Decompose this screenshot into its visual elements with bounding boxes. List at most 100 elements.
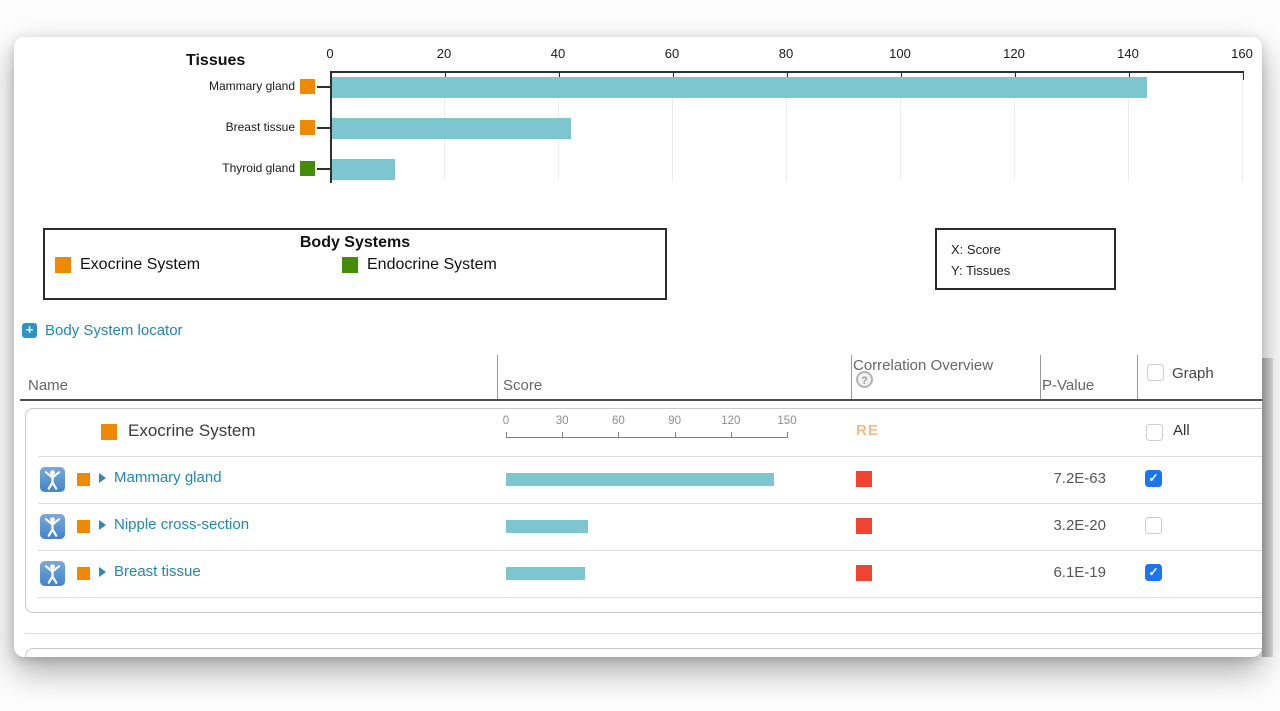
mini-axis-tick xyxy=(562,432,564,438)
gridline xyxy=(1128,73,1129,181)
legend-item: Exocrine System xyxy=(55,256,200,274)
x-axis-tick xyxy=(672,71,674,80)
score-bar xyxy=(506,520,589,533)
mini-axis-tick xyxy=(787,432,788,438)
x-axis-tick xyxy=(786,71,788,80)
chart-category-label: Mammary gland xyxy=(208,79,295,93)
table-row: Mammary gland 7.2E-63 xyxy=(26,456,1262,503)
y-axis-tick xyxy=(317,168,330,170)
axis-info-x: X: Score xyxy=(951,242,1001,257)
legend-swatch xyxy=(55,257,71,273)
body-system-swatch xyxy=(300,79,315,94)
chart-y-axis xyxy=(330,71,332,183)
correlation-swatch xyxy=(856,518,872,534)
x-axis-tick-label: 100 xyxy=(889,46,911,61)
table-row: Nipple cross-section 3.2E-20 xyxy=(26,503,1262,550)
x-axis-tick-label: 80 xyxy=(778,46,794,61)
mini-axis-tick xyxy=(618,432,620,438)
score-bar xyxy=(506,567,585,580)
gridline xyxy=(786,73,787,181)
axis-info-box: X: Score Y: Tissues xyxy=(935,228,1116,290)
exocrine-system-panel: Exocrine System 0 30 60 90 120 150 RE All Mam… xyxy=(25,408,1262,613)
correlation-swatch xyxy=(856,565,872,581)
mini-axis-tick-label: 30 xyxy=(555,415,569,427)
graph-all-checkbox[interactable] xyxy=(1146,424,1163,441)
help-question-icon[interactable]: ? xyxy=(856,371,873,388)
chart-bar xyxy=(332,118,572,139)
correlation-swatch xyxy=(856,471,872,487)
body-system-swatch xyxy=(300,120,315,135)
column-header-name: Name xyxy=(28,377,69,394)
tissue-link[interactable]: Nipple cross-section xyxy=(114,516,250,533)
row-separator xyxy=(38,503,1262,504)
x-axis-tick xyxy=(558,71,560,80)
group-label: Exocrine System xyxy=(128,421,256,440)
column-header-score: Score xyxy=(503,377,543,394)
mini-axis-tick xyxy=(506,432,507,438)
anatomy-person-icon[interactable] xyxy=(40,467,65,492)
body-system-locator-label: Body System locator xyxy=(45,322,183,339)
x-axis-tick xyxy=(1242,71,1244,80)
column-header-graph: Graph xyxy=(1172,365,1214,382)
chart-category-label: Breast tissue xyxy=(225,120,295,134)
x-axis-tick xyxy=(900,71,902,80)
pvalue-cell: 7.2E-63 xyxy=(1053,470,1106,487)
mini-axis-tick xyxy=(674,432,676,438)
body-system-swatch xyxy=(77,473,90,486)
expand-caret-icon[interactable] xyxy=(99,520,106,530)
mini-axis-tick-label: 120 xyxy=(721,415,741,427)
mini-axis-tick xyxy=(730,432,732,438)
mini-axis-tick-label: 60 xyxy=(611,415,625,427)
anatomy-person-icon[interactable] xyxy=(40,561,65,586)
graph-header-checkbox[interactable] xyxy=(1147,364,1164,381)
graph-checkbox[interactable] xyxy=(1145,517,1162,534)
mini-axis-line xyxy=(506,437,788,438)
x-axis-tick-label: 60 xyxy=(664,46,680,61)
x-axis-tick xyxy=(444,71,446,80)
legend-label: Exocrine System xyxy=(80,256,201,273)
score-mini-axis: 0 30 60 90 120 150 xyxy=(503,415,806,445)
next-section-panel xyxy=(25,648,1262,657)
x-axis-tick-label: 0 xyxy=(326,46,334,61)
column-header-correlation: Correlation Overview xyxy=(853,357,994,374)
legend-swatch xyxy=(342,257,358,273)
mini-axis-tick-label: 150 xyxy=(777,415,797,427)
body-system-swatch xyxy=(77,520,90,533)
y-axis-tick xyxy=(317,127,330,129)
expand-caret-icon[interactable] xyxy=(99,473,106,483)
chart-bar xyxy=(332,77,1148,98)
x-axis-tick-label: 160 xyxy=(1231,46,1253,61)
axis-info-y: Y: Tissues xyxy=(951,263,1011,278)
legend-title: Body Systems xyxy=(299,234,411,251)
legend-item: Endocrine System xyxy=(342,256,497,274)
expand-plus-icon[interactable] xyxy=(22,323,37,338)
y-axis-tick xyxy=(317,86,330,88)
scrollbar[interactable] xyxy=(1262,358,1273,657)
x-axis-tick xyxy=(1014,71,1016,80)
exocrine-color-swatch xyxy=(101,424,117,440)
column-divider xyxy=(851,355,852,400)
expand-caret-icon[interactable] xyxy=(99,567,106,577)
x-axis-tick-label: 120 xyxy=(1003,46,1025,61)
tissue-link[interactable]: Mammary gland xyxy=(114,469,222,486)
column-header-pvalue: P-Value xyxy=(1042,377,1095,394)
column-divider xyxy=(1040,355,1041,400)
anatomy-person-icon[interactable] xyxy=(40,514,65,539)
correlation-overview-label: RE xyxy=(856,422,879,439)
section-separator xyxy=(25,633,1262,634)
body-system-locator[interactable]: Body System locator xyxy=(22,322,183,339)
row-separator xyxy=(38,597,1262,598)
tissue-link[interactable]: Breast tissue xyxy=(114,563,201,580)
body-systems-legend: Body Systems Exocrine System Endocrine Sy… xyxy=(43,228,667,300)
main-card: Tissues 0 20 40 60 80 100 120 140 160 Mammary gla… xyxy=(14,37,1262,657)
chart-category-label: Thyroid gland xyxy=(222,161,295,175)
x-axis-tick-label: 40 xyxy=(550,46,566,61)
graph-checkbox[interactable] xyxy=(1145,470,1162,487)
pvalue-cell: 3.2E-20 xyxy=(1053,517,1106,534)
body-system-swatch xyxy=(300,161,315,176)
row-separator xyxy=(38,550,1262,551)
chart-title: Tissues xyxy=(186,52,246,69)
legend-label: Endocrine System xyxy=(367,256,497,273)
graph-checkbox[interactable] xyxy=(1145,564,1162,581)
